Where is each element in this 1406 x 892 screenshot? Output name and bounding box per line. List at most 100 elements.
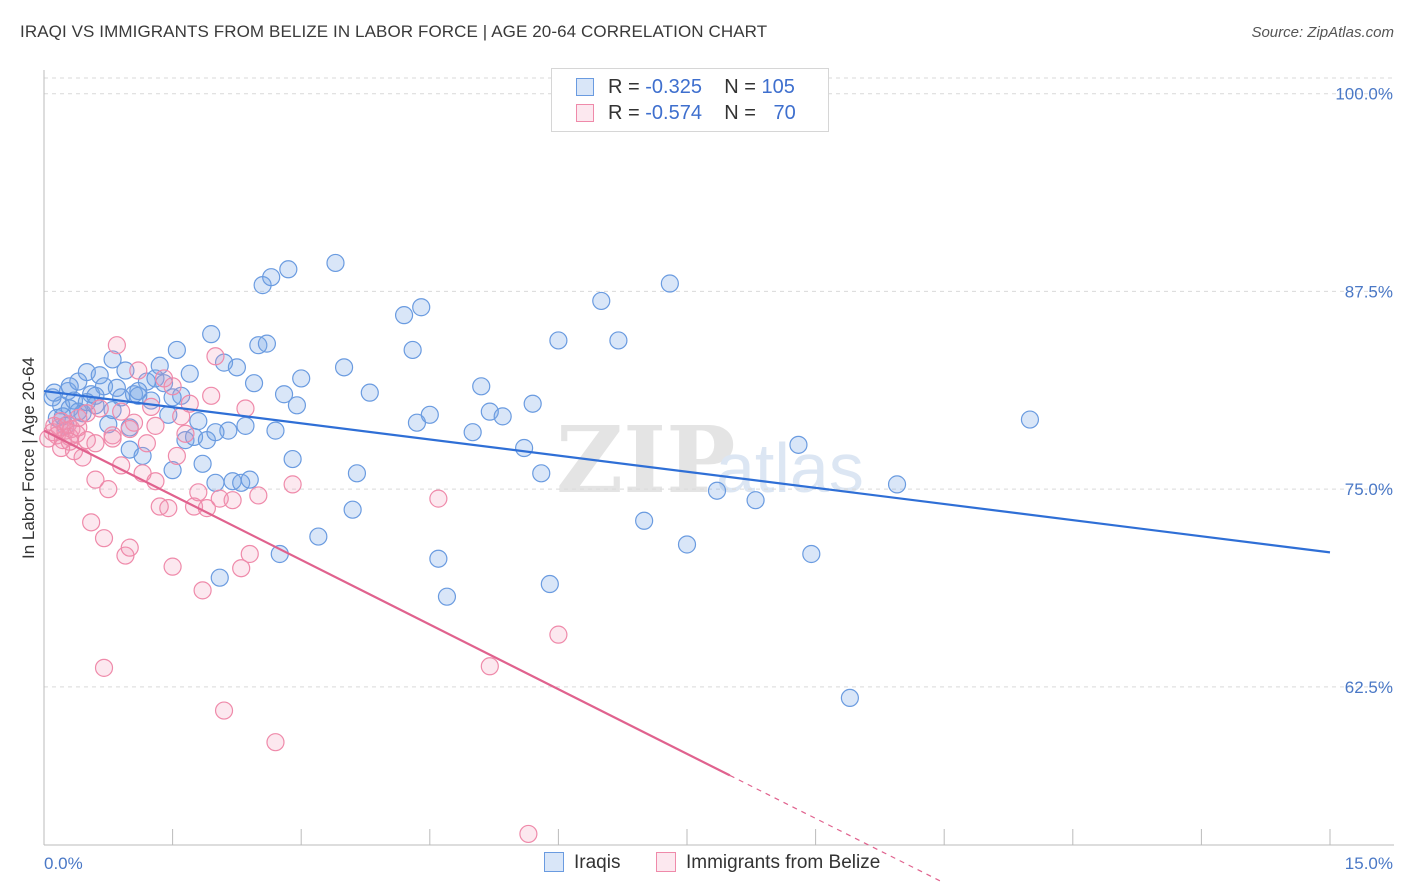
iraqis-point [347,464,367,483]
iraqis-point [60,377,79,396]
iraqis-point [635,511,654,530]
belize-point [266,733,285,752]
iraqis-points [43,253,1040,708]
belize-point [73,448,92,467]
iraqis-point [227,358,246,377]
belize-point [77,404,96,423]
belize-point [429,489,448,508]
iraqis-point [412,298,431,317]
watermark-zip: ZIP [556,406,735,514]
chart-title: IRAQI VS IMMIGRANTS FROM BELIZE IN LABOR… [20,22,768,41]
belize-point [86,470,105,489]
belize-point [163,557,182,576]
y-tick-label: 62.5% [1345,678,1393,697]
iraqis-point [189,412,208,431]
iraqis-point [279,260,298,279]
r-value-belize: -0.574 [645,102,702,124]
iraqis-point [840,688,859,708]
iraqis-point [206,423,225,442]
belize-point [69,418,88,437]
belize-point [103,429,122,448]
belize-point [232,559,251,578]
iraqis-point [206,473,225,492]
n-label: N = [724,76,756,98]
n-value-iraqis: 105 [761,76,795,98]
x-tick-label: 0.0% [44,854,83,873]
iraqis-swatch [576,78,594,96]
n-value-belize: 70 [773,102,796,124]
iraqis-point [1020,410,1040,429]
belize-legend-label: Immigrants from Belize [686,852,881,873]
bottom-legend-belize: Immigrants from Belize [656,852,880,874]
belize-trend-line [43,429,731,777]
belize-point [214,701,234,720]
belize-point [112,402,131,421]
belize-point [283,475,302,494]
y-tick-label: 100.0% [1335,85,1393,104]
tick-labels: 100.0% 87.5% 75.0% 62.5% 0.0% 15.0% [44,85,1393,873]
belize-point [176,424,195,443]
belize-point [137,434,156,453]
trend-lines [43,389,1331,884]
iraqis-point [677,535,697,554]
iraqis-point [403,340,422,360]
iraqis-trend-line [43,389,1331,554]
iraqis-point [103,350,122,369]
belize-point [120,419,139,439]
belize-point [240,544,259,564]
belize-points [39,336,568,844]
iraqis-point [244,374,264,393]
iraqis-legend-swatch [544,852,564,872]
iraqis-point [360,383,379,402]
iraqis-point [437,587,457,606]
iraqis-point [287,396,307,415]
iraqis-legend-label: Iraqis [574,852,621,873]
correlation-legend: R = -0.325 N = 105 R = -0.574 N = 70 [551,68,829,132]
iraqis-point [193,454,212,473]
belize-point [549,625,568,644]
iraqis-point [116,361,135,380]
n-label: N = [724,102,756,124]
legend-row-iraqis: R = -0.325 N = 105 [576,76,795,100]
iraqis-point [236,416,255,435]
belize-point [163,377,182,396]
iraqis-point [309,527,328,546]
watermark-atlas: atlas [716,429,864,507]
x-tick-label: 15.0% [1345,854,1393,873]
iraqis-point [107,378,126,398]
iraqis-point [292,369,311,388]
iraqis-point [789,435,808,454]
belize-point [86,434,105,453]
iraqis-point [746,491,765,510]
iraqis-point [163,461,182,480]
iraqis-point [129,381,148,401]
iraqis-point [429,549,448,568]
belize-point [159,499,178,518]
iraqis-point [210,568,229,587]
iraqis-point [493,407,512,426]
belize-swatch [576,104,594,122]
iraqis-point [394,306,414,325]
bottom-legend-iraqis: Iraqis [544,852,620,874]
iraqis-point [660,274,679,293]
iraqis-point [99,415,118,434]
y-tick-label: 75.0% [1345,480,1393,499]
iraqis-point [463,423,482,442]
iraqis-point [283,449,302,469]
iraqis-point [180,364,199,383]
iraqis-point [202,325,221,344]
belize-point [107,336,126,355]
iraqis-point [802,544,821,564]
iraqis-point [887,475,907,494]
iraqis-point [592,291,611,311]
belize-point [82,513,101,532]
iraqis-point [167,340,186,360]
iraqis-point [609,331,628,350]
iraqis-point [334,358,354,377]
source-label: Source: ZipAtlas.com [1251,24,1394,41]
iraqis-point [266,421,285,440]
r-label: R = [608,76,640,98]
belize-point [202,386,221,405]
belize-point [142,397,161,416]
